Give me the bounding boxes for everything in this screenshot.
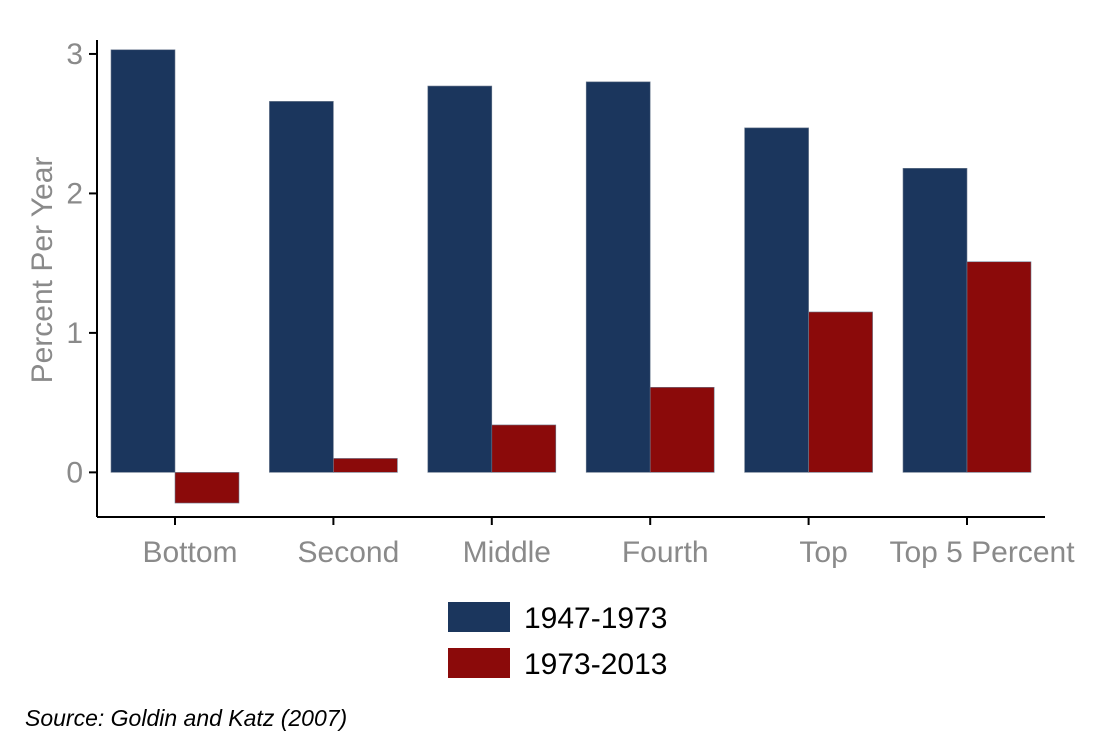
legend-label: 1973-2013 — [524, 648, 667, 681]
bar-2-second — [333, 458, 398, 473]
y-tick-label: 1 — [66, 317, 83, 350]
bar-1-top-5-percent — [902, 168, 968, 473]
bar-1-middle — [427, 85, 493, 473]
legend-label: 1947-1973 — [524, 602, 667, 635]
bar-1-bottom — [110, 49, 176, 473]
x-tick-label: Fourth — [622, 536, 709, 569]
y-tick-label: 0 — [66, 456, 83, 489]
x-tick-label: Middle — [463, 536, 551, 569]
bar-2-fourth — [649, 386, 715, 473]
y-axis-label: Percent Per Year — [26, 157, 59, 384]
legend: 1947-1973 1973-2013 — [448, 602, 667, 681]
legend-swatch — [448, 602, 510, 632]
bar-2-top — [808, 311, 873, 473]
bar-1-fourth — [585, 81, 651, 473]
x-ticks-layer: Bottom Second Middle Fourth Top Top 5 Percent — [142, 517, 1075, 569]
bar-1-second — [269, 101, 334, 473]
bar-2-bottom — [174, 472, 240, 504]
x-tick-label: Bottom — [142, 536, 237, 569]
bars-layer — [110, 49, 1032, 504]
bar-2-top-5-percent — [966, 261, 1032, 473]
y-ticks-layer: 0 1 2 3 — [66, 38, 97, 489]
bar-chart: 0 1 2 3 Bottom Second Middle Fourth Top Top 5 Pe… — [26, 38, 1075, 681]
x-tick-label: Second — [298, 536, 400, 569]
y-tick-label: 2 — [66, 177, 83, 210]
source-note: Source: Goldin and Katz (2007) — [25, 705, 348, 731]
legend-swatch — [448, 648, 510, 678]
axes-layer — [96, 40, 1045, 518]
bar-1-top — [744, 127, 809, 473]
x-tick-label: Top — [799, 536, 847, 569]
y-tick-label: 3 — [66, 38, 83, 71]
x-tick-label: Top 5 Percent — [889, 536, 1075, 569]
bar-2-middle — [491, 424, 557, 473]
